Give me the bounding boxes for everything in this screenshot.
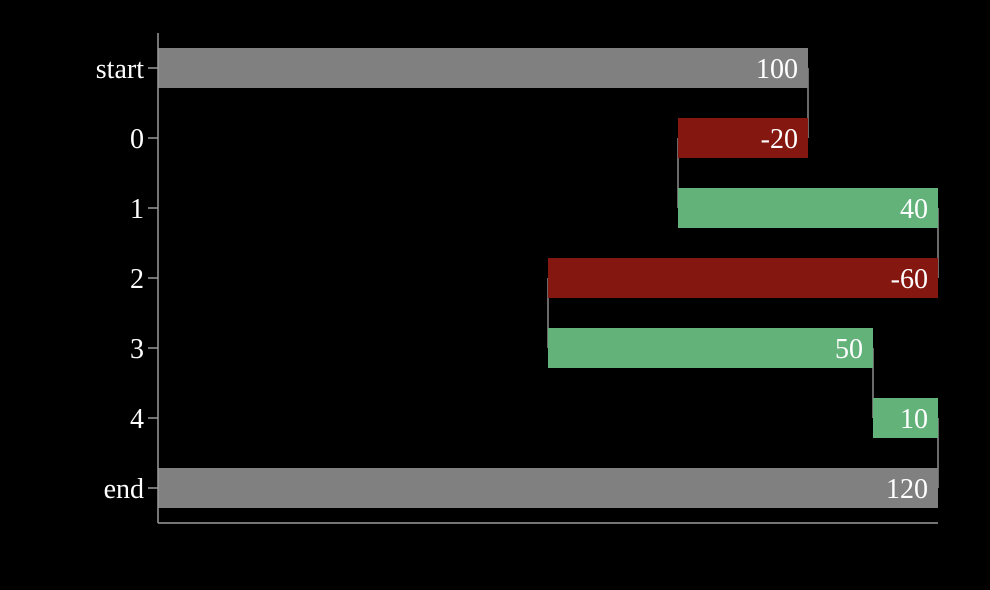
- data-label-2: -60: [891, 264, 928, 295]
- y-tick-label-end: end: [104, 474, 144, 505]
- data-label-4: 10: [900, 404, 928, 435]
- y-tick-label-0: 0: [130, 124, 144, 155]
- bar-0: [678, 118, 808, 158]
- y-tick-label-start: start: [96, 54, 144, 85]
- bar-end: [158, 468, 938, 508]
- data-label-1: 40: [900, 194, 928, 225]
- bar-start: [158, 48, 808, 88]
- data-label-0: -20: [761, 124, 798, 155]
- y-tick-label-3: 3: [130, 334, 144, 365]
- data-label-3: 50: [835, 334, 863, 365]
- y-tick-label-4: 4: [130, 404, 144, 435]
- y-axis-ticks: start 0 1 2 3 4 end: [96, 54, 158, 505]
- y-tick-label-1: 1: [130, 194, 144, 225]
- bar-4: [873, 398, 938, 438]
- y-tick-label-2: 2: [130, 264, 144, 295]
- data-label-start: 100: [756, 54, 798, 85]
- bar-1: [678, 188, 938, 228]
- data-labels: 100 -20 40 -60 50 10 120: [756, 54, 928, 505]
- data-label-end: 120: [886, 474, 928, 505]
- bar-series: [158, 48, 938, 508]
- bar-3: [548, 328, 873, 368]
- bar-2: [548, 258, 938, 298]
